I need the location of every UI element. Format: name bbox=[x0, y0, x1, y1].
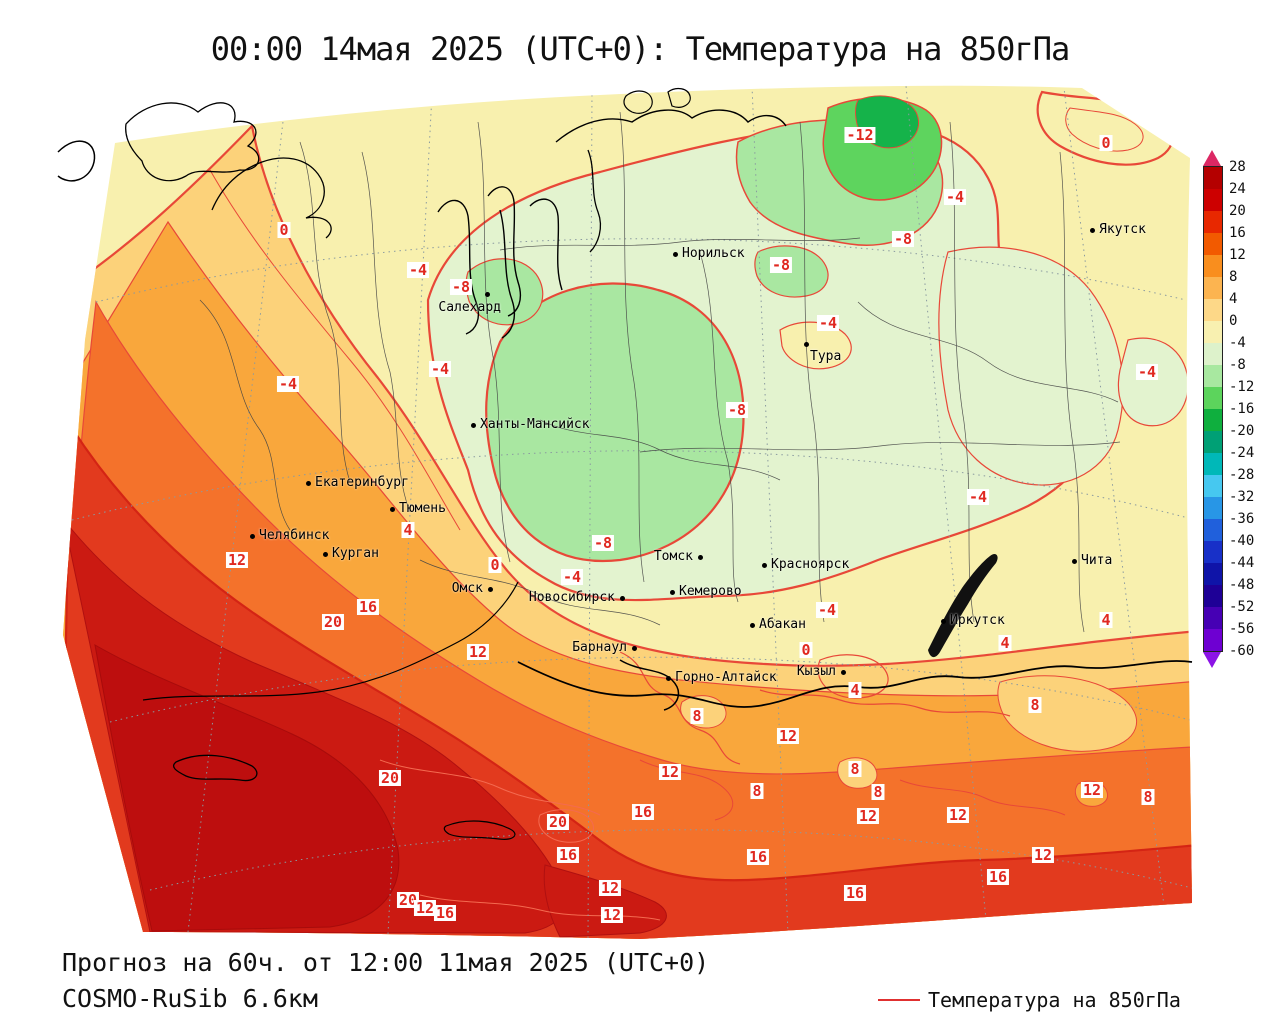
colorbar-under-arrow bbox=[1203, 652, 1221, 668]
legend-label: Температура на 850гПа bbox=[928, 988, 1181, 1012]
colorbar-segment bbox=[1204, 277, 1222, 299]
colorbar-tick-label: -48 bbox=[1229, 577, 1255, 593]
model-info: COSMO-RuSib 6.6км bbox=[62, 984, 318, 1013]
colorbar-segment bbox=[1204, 255, 1222, 277]
colorbar-segment bbox=[1204, 453, 1222, 475]
colorbar-tick-label: -44 bbox=[1229, 555, 1255, 571]
colorbar-tick-label: -28 bbox=[1229, 467, 1255, 483]
colorbar-segment bbox=[1204, 211, 1222, 233]
colorbar-segment bbox=[1204, 365, 1222, 387]
colorbar-segment bbox=[1204, 475, 1222, 497]
colorbar-tick-label: -56 bbox=[1229, 621, 1255, 637]
colorbar-tick-label: -8 bbox=[1229, 357, 1246, 373]
colorbar-tick-label: -52 bbox=[1229, 599, 1255, 615]
colorbar-tick-label: -36 bbox=[1229, 511, 1255, 527]
colorbar-segment bbox=[1204, 321, 1222, 343]
map-title: 00:00 14мая 2025 (UTC+0): Температура на… bbox=[210, 30, 1070, 68]
colorbar-segment bbox=[1204, 585, 1222, 607]
colorbar-segment bbox=[1204, 189, 1222, 211]
colorbar-segment bbox=[1204, 497, 1222, 519]
colorbar-segment bbox=[1204, 519, 1222, 541]
colorbar-tick-label: 8 bbox=[1229, 269, 1238, 285]
colorbar-tick-label: -32 bbox=[1229, 489, 1255, 505]
colorbar-tick-label: 20 bbox=[1229, 203, 1246, 219]
colorbar-segment bbox=[1204, 387, 1222, 409]
colorbar-segment bbox=[1204, 409, 1222, 431]
colorbar-tick-label: -12 bbox=[1229, 379, 1255, 395]
colorbar-segment bbox=[1204, 299, 1222, 321]
colorbar-tick-label: 0 bbox=[1229, 313, 1238, 329]
forecast-info: Прогноз на 60ч. от 12:00 11мая 2025 (UTC… bbox=[62, 948, 710, 977]
colorbar-segment bbox=[1204, 541, 1222, 563]
colorbar-tick-label: 12 bbox=[1229, 247, 1246, 263]
colorbar-tick-label: 16 bbox=[1229, 225, 1246, 241]
colorbar-segment bbox=[1204, 233, 1222, 255]
colorbar-tick-label: 4 bbox=[1229, 291, 1238, 307]
colorbar: 28 24 20 16 12 8 4 0 -4 -8 -12 -16 -20 -24 -28 -32 -36 -4… bbox=[1203, 150, 1275, 668]
legend: Температура на 850гПа bbox=[878, 988, 1181, 1012]
colorbar-tick-label: -60 bbox=[1229, 643, 1255, 659]
colorbar-segment bbox=[1204, 431, 1222, 453]
colorbar-segments bbox=[1203, 166, 1223, 652]
colorbar-over-arrow bbox=[1203, 150, 1221, 166]
colorbar-tick-label: -24 bbox=[1229, 445, 1255, 461]
legend-line bbox=[878, 999, 920, 1001]
colorbar-tick-label: -40 bbox=[1229, 533, 1255, 549]
colorbar-tick-label: -20 bbox=[1229, 423, 1255, 439]
colorbar-tick-label: -16 bbox=[1229, 401, 1255, 417]
colorbar-segment bbox=[1204, 167, 1222, 189]
colorbar-tick-label: 24 bbox=[1229, 181, 1246, 197]
colorbar-tick-label: 28 bbox=[1229, 159, 1246, 175]
colorbar-segment bbox=[1204, 607, 1222, 629]
colorbar-segment bbox=[1204, 629, 1222, 651]
colorbar-segment bbox=[1204, 343, 1222, 365]
colorbar-segment bbox=[1204, 563, 1222, 585]
colorbar-tick-label: -4 bbox=[1229, 335, 1246, 351]
